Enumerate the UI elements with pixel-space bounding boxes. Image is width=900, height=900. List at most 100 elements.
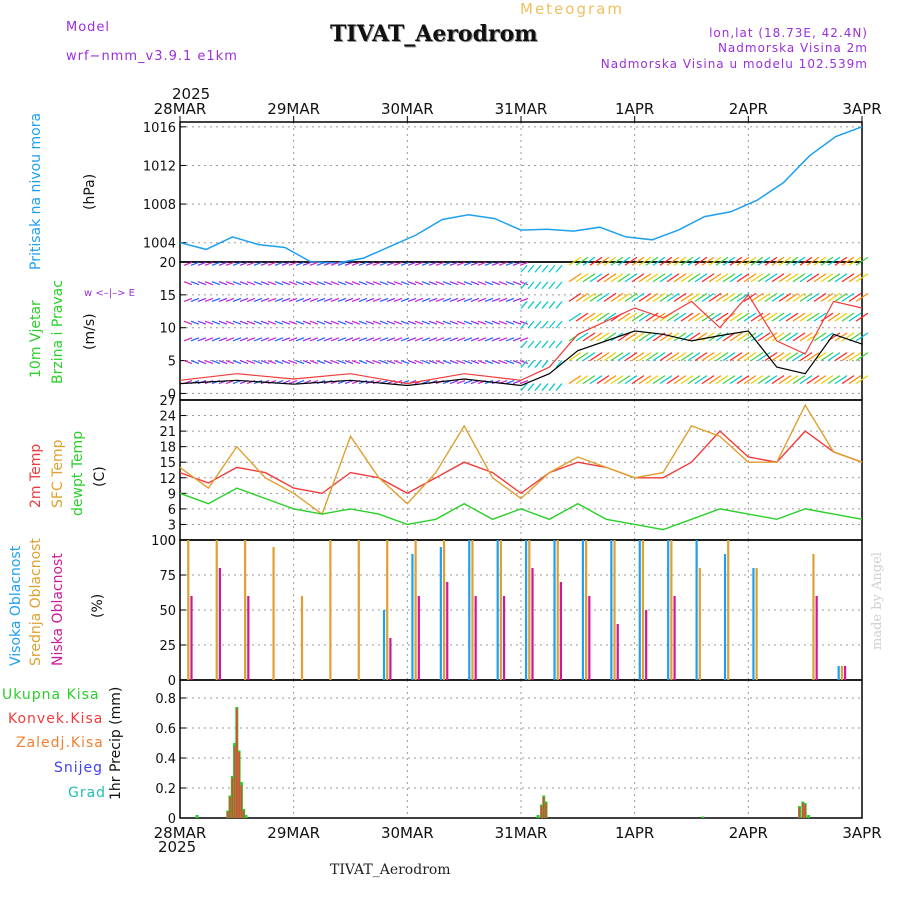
wind-barb xyxy=(246,320,256,325)
wind-barb xyxy=(435,281,445,286)
x-tick-label-bottom: 29MAR xyxy=(267,824,320,842)
wind-barb xyxy=(330,261,340,266)
wind-barb xyxy=(190,261,200,266)
cloud-mid-bar xyxy=(329,540,332,680)
wind-barb xyxy=(484,261,494,266)
cloud-mid-bar xyxy=(755,568,758,680)
wind-barb xyxy=(232,360,242,365)
wind-barb xyxy=(456,337,466,342)
wind-barb xyxy=(456,281,466,286)
wind-barb xyxy=(764,312,778,322)
wind-barb xyxy=(253,261,263,266)
wind-barb xyxy=(722,375,736,385)
wind-barb xyxy=(421,320,431,325)
wind-barb xyxy=(400,261,410,266)
wind-barb xyxy=(225,360,235,365)
wind-barb xyxy=(484,297,494,302)
wind-barb xyxy=(295,380,305,385)
wind-barb xyxy=(555,320,563,329)
wind-barb xyxy=(512,380,522,385)
wind-barb xyxy=(520,340,528,349)
wind-barb xyxy=(722,292,736,302)
wind-barb xyxy=(645,292,659,302)
wind-barb xyxy=(555,301,563,309)
wind-barb xyxy=(617,312,631,322)
wind-barb xyxy=(239,360,249,365)
wind-barb xyxy=(449,281,459,286)
wind-barb xyxy=(288,337,298,342)
wind-barb xyxy=(463,281,473,286)
wind-barb xyxy=(372,261,382,266)
wind-barb xyxy=(323,320,333,325)
wind-barb xyxy=(323,360,333,365)
wind-barb xyxy=(456,380,466,385)
cloud-high-bar xyxy=(752,568,755,680)
wind-barb xyxy=(757,273,771,283)
wind-barb xyxy=(645,273,659,283)
wind-barb xyxy=(449,297,459,302)
wind-barb xyxy=(596,273,610,283)
wind-barb xyxy=(260,337,270,342)
wind-barb xyxy=(505,281,515,286)
pressure-line xyxy=(179,126,863,264)
wind-barb xyxy=(778,375,792,385)
wind-barb xyxy=(484,337,494,342)
wind-barb xyxy=(834,375,848,385)
wind-barb xyxy=(288,261,298,266)
wind-barb xyxy=(785,375,799,385)
wind-barb xyxy=(512,281,522,286)
wind-barb xyxy=(344,337,354,342)
wind-barb xyxy=(365,297,375,302)
wind-barb xyxy=(603,256,617,266)
wind-barb xyxy=(834,312,848,322)
y-tick-label: 15 xyxy=(159,456,176,471)
wind-barb xyxy=(330,337,340,342)
wind-barb xyxy=(288,297,298,302)
y-tick-label: 27 xyxy=(159,394,176,409)
wind-barb xyxy=(477,320,487,325)
wind-barb xyxy=(372,320,382,325)
cloud-low-bar xyxy=(616,624,619,680)
precip-conv-bar xyxy=(226,812,229,818)
wind-barb xyxy=(407,360,417,365)
wind-barb xyxy=(631,312,645,322)
wind-barb xyxy=(505,380,515,385)
cloud-mid-bar xyxy=(499,540,502,680)
wind-barb xyxy=(834,273,848,283)
wind-barb xyxy=(302,360,312,365)
wind-barb xyxy=(666,352,680,362)
wind-barb xyxy=(750,256,764,266)
wind-barb xyxy=(778,273,792,283)
wind-barb xyxy=(498,281,508,286)
wind-barb xyxy=(246,261,256,266)
wind-barb xyxy=(281,337,291,342)
wind-barb xyxy=(204,261,214,266)
y-tick-label: 100 xyxy=(151,534,176,549)
wind-barb xyxy=(771,352,785,362)
wind-barb xyxy=(337,320,347,325)
wind-barb xyxy=(827,273,841,283)
wind-barb xyxy=(379,261,389,266)
wind-barb xyxy=(260,297,270,302)
wind-gust-line xyxy=(179,293,863,385)
wind-barb xyxy=(386,261,396,266)
cloud-low-bar xyxy=(531,568,534,680)
wind-barb xyxy=(519,337,529,342)
wind-barb xyxy=(316,261,326,266)
wind-barb xyxy=(666,312,680,322)
wind-barb xyxy=(548,383,556,391)
wind-barb xyxy=(624,312,638,322)
cloud-low-bar xyxy=(815,596,818,680)
wind-barb xyxy=(527,383,535,391)
wind-barb xyxy=(211,320,221,325)
wind-barb xyxy=(596,292,610,302)
wind-barb xyxy=(484,360,494,365)
wind-barb xyxy=(785,332,799,342)
wind-barb xyxy=(701,273,715,283)
wind-barb xyxy=(736,332,750,342)
wind-barb xyxy=(736,312,750,322)
wind-barb xyxy=(393,320,403,325)
wind-barb xyxy=(729,332,743,342)
wind-barb xyxy=(435,261,445,266)
wind-barb xyxy=(330,360,340,365)
